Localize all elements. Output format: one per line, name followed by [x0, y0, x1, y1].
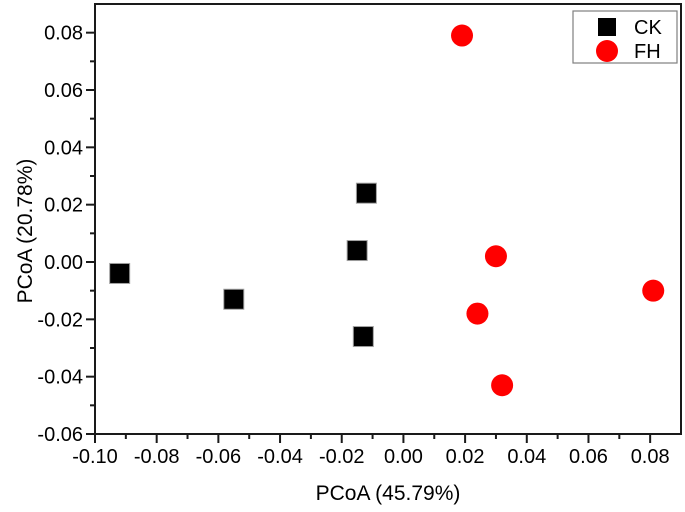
- ck-point: [109, 262, 131, 284]
- ck-point: [346, 240, 368, 262]
- legend-marker-ck-square-icon: [598, 18, 616, 36]
- y-tick-label: -0.04: [37, 367, 83, 389]
- plot-frame: [94, 3, 682, 435]
- x-tick-label: 0.00: [384, 446, 423, 468]
- ck-point: [355, 182, 377, 204]
- x-axis-title: PCoA (45.79%): [316, 482, 461, 505]
- x-tick-label: -0.10: [72, 446, 118, 468]
- series-ck: [109, 182, 377, 348]
- x-tick-label: 0.04: [507, 446, 546, 468]
- y-tick-label: -0.06: [37, 424, 83, 446]
- series-fh: [451, 24, 665, 397]
- y-axis-title: PCoA (20.78%): [14, 159, 37, 304]
- y-tick-label: 0.00: [44, 252, 83, 274]
- ck-point: [352, 326, 374, 348]
- x-tick-label: -0.08: [134, 446, 180, 468]
- y-tick-label: 0.06: [44, 80, 83, 102]
- x-tick-label: 0.02: [446, 446, 485, 468]
- fh-point: [466, 302, 489, 325]
- fh-point: [484, 245, 507, 268]
- legend-label-fh: FH: [634, 41, 661, 63]
- ck-point: [223, 288, 245, 310]
- y-tick-label: -0.02: [37, 309, 83, 331]
- y-axis: 0.08 0.06 0.04 0.02 0.00 -0.02 -0.04 -0.06: [37, 23, 95, 446]
- x-axis: -0.10 -0.08 -0.06 -0.04 -0.02 0.00 0.02 0.04 0.0…: [72, 434, 670, 468]
- legend-box: [572, 10, 678, 64]
- x-tick-label: -0.02: [319, 446, 365, 468]
- x-tick-label: 0.08: [631, 446, 670, 468]
- x-tick-label: 0.06: [569, 446, 608, 468]
- fh-point: [642, 279, 665, 302]
- y-tick-label: 0.04: [44, 137, 83, 159]
- y-tick-label: 0.02: [44, 195, 83, 217]
- y-tick-label: 0.08: [44, 23, 83, 45]
- x-tick-label: -0.04: [257, 446, 303, 468]
- fh-point: [451, 24, 474, 47]
- fh-point: [491, 374, 514, 397]
- legend-label-ck: CK: [634, 17, 662, 39]
- legend-marker-fh-circle-icon: [596, 40, 618, 62]
- x-tick-label: -0.06: [196, 446, 242, 468]
